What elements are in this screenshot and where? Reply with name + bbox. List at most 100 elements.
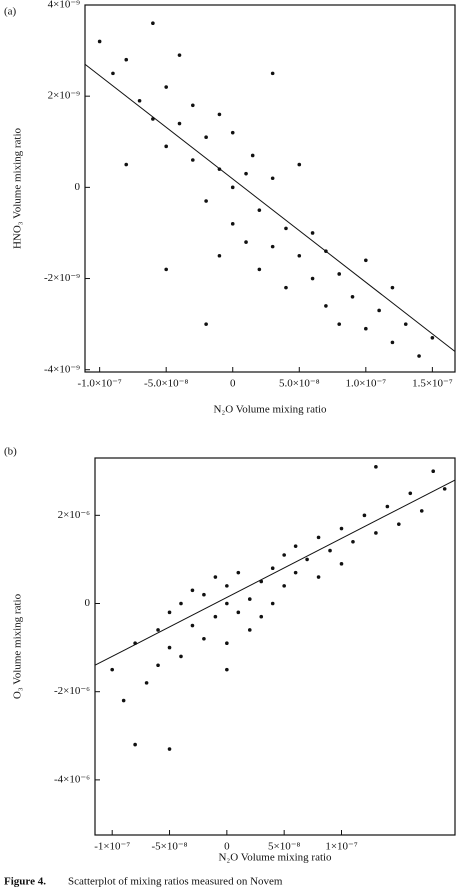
data-point [257,267,262,272]
data-point [164,267,168,272]
fit-line [94,479,456,666]
data-point [351,539,355,544]
data-point [408,491,413,496]
data-point [156,628,160,632]
data-point [293,570,298,575]
data-point [430,336,435,340]
data-point [213,614,218,619]
data-point [190,588,195,593]
data-point [270,176,275,181]
data-point [191,103,195,108]
data-point [374,531,378,535]
data-point [167,747,172,751]
x-tick-label: 5.0×10⁻⁸ [279,378,320,390]
x-tick-label: 5×10⁻⁸ [268,841,301,853]
data-point [230,185,235,190]
data-point [364,326,368,331]
data-point [230,130,235,135]
data-point [339,562,344,566]
data-point [385,504,390,509]
data-point [179,654,183,659]
data-point [124,162,129,167]
y-tick-label: 0 [75,181,81,193]
y-tick-label: -4×10⁻⁶ [54,773,90,785]
data-point [191,158,195,162]
data-point [121,698,126,703]
data-point [305,557,309,562]
x-axis-label: N₂O Volume mixing ratio [213,404,327,416]
x-tick-label: -5.0×10⁻⁸ [144,378,188,390]
data-point [110,667,114,672]
data-point [328,548,332,553]
data-point [247,628,252,632]
data-point [111,71,115,76]
panel-label: (b) [4,446,17,458]
y-tick-label: -4×10⁻⁹ [44,363,80,375]
data-point [230,222,235,226]
data-point [164,144,168,149]
data-point [282,553,286,557]
data-point [270,71,275,76]
y-tick-label: 2×10⁻⁶ [58,509,91,521]
data-point [403,322,408,326]
y-tick-label: -2×10⁻⁶ [54,685,90,697]
data-point [236,570,241,575]
data-point [442,487,447,491]
data-point [204,135,208,140]
data-point [247,597,252,601]
data-point [377,308,381,313]
data-point [282,584,286,588]
data-point [97,39,102,44]
data-point [177,53,182,57]
y-axis-label: O₃ Volume mixing ratio [12,593,24,699]
data-point [164,85,168,89]
data-point [250,153,255,158]
data-point [374,465,378,469]
data-point [362,513,367,518]
data-point [310,231,315,235]
x-tick-label: 0 [224,841,230,853]
caption-text: Scatterplot of mixing ratios measured on… [68,876,283,888]
data-point [217,253,222,258]
data-point [270,244,275,249]
data-point [259,614,264,619]
data-point [316,575,321,579]
panel-label: (a) [4,6,17,18]
data-point [297,253,302,258]
data-point [202,592,206,597]
y-tick-label: 4×10⁻⁹ [48,0,81,11]
data-point [217,112,222,117]
x-tick-label: -1.0×10⁻⁷ [78,378,122,390]
data-point [431,469,436,474]
data-point [284,226,288,231]
data-point [419,509,424,513]
data-point [310,276,315,281]
x-tick-label: 1.0×10⁻⁷ [346,378,387,390]
data-point [270,566,275,571]
plot-frame [84,4,456,373]
y-tick-label: 0 [85,597,91,609]
data-point [156,663,160,668]
data-point [225,601,229,606]
data-point [390,285,395,290]
data-point [236,610,241,615]
data-point [324,304,328,308]
data-point [179,601,183,606]
data-point [293,544,298,548]
data-point [133,742,137,747]
data-point [297,162,302,167]
data-point [244,240,248,244]
data-point [364,258,368,263]
data-point [257,208,262,212]
fit-line [84,63,456,352]
data-point [137,98,142,103]
y-tick-label: -2×10⁻⁹ [44,272,80,284]
data-point [177,121,182,126]
data-point [337,322,342,326]
caption-label: Figure 4. [4,876,46,888]
x-axis-label: N₂O Volume mixing ratio [218,852,332,864]
plot-frame [94,457,456,836]
x-tick-label: -1×10⁻⁷ [94,841,130,853]
data-point [417,354,421,358]
